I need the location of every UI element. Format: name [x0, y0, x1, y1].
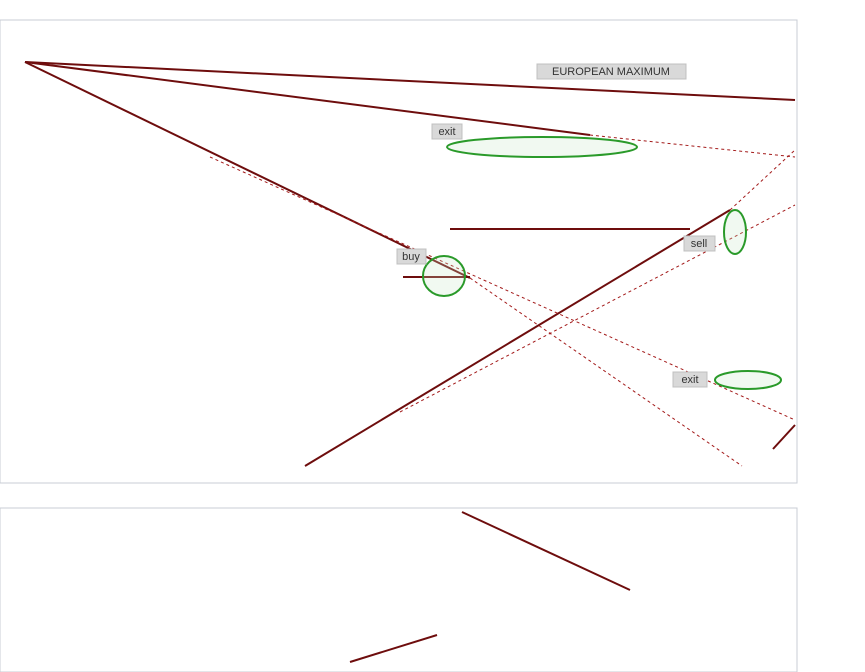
trend-line	[24, 61, 591, 136]
annotation: exit	[681, 374, 698, 386]
note-box	[672, 371, 708, 388]
annotation: sell	[691, 238, 708, 250]
ellipse	[446, 136, 638, 158]
trend-lines	[24, 61, 796, 663]
annotation: exit	[438, 126, 455, 138]
oscillator-panel	[0, 507, 798, 672]
ellipse	[714, 370, 782, 390]
trend-line-dashed	[469, 277, 743, 467]
note-box	[683, 235, 716, 252]
trend-line-dashed	[399, 204, 796, 413]
divergence-line	[349, 634, 438, 663]
annotation: EUROPEAN MAXIMUM	[552, 66, 670, 78]
ellipses	[422, 136, 782, 390]
note-box	[431, 123, 463, 140]
trend-line	[24, 61, 471, 279]
annotations: EUROPEAN MAXIMUM exit buy sell exit	[396, 63, 716, 388]
ellipse	[422, 255, 466, 297]
trend-line	[772, 424, 796, 450]
note-box	[396, 248, 427, 265]
trend-line	[304, 209, 731, 467]
trend-line-dashed	[589, 134, 796, 158]
trend-line	[24, 61, 796, 101]
divergence-line	[461, 511, 631, 591]
annotation: buy	[402, 251, 420, 263]
note-box	[536, 63, 687, 80]
ellipse	[723, 209, 747, 255]
trend-line-dashed	[729, 149, 796, 211]
